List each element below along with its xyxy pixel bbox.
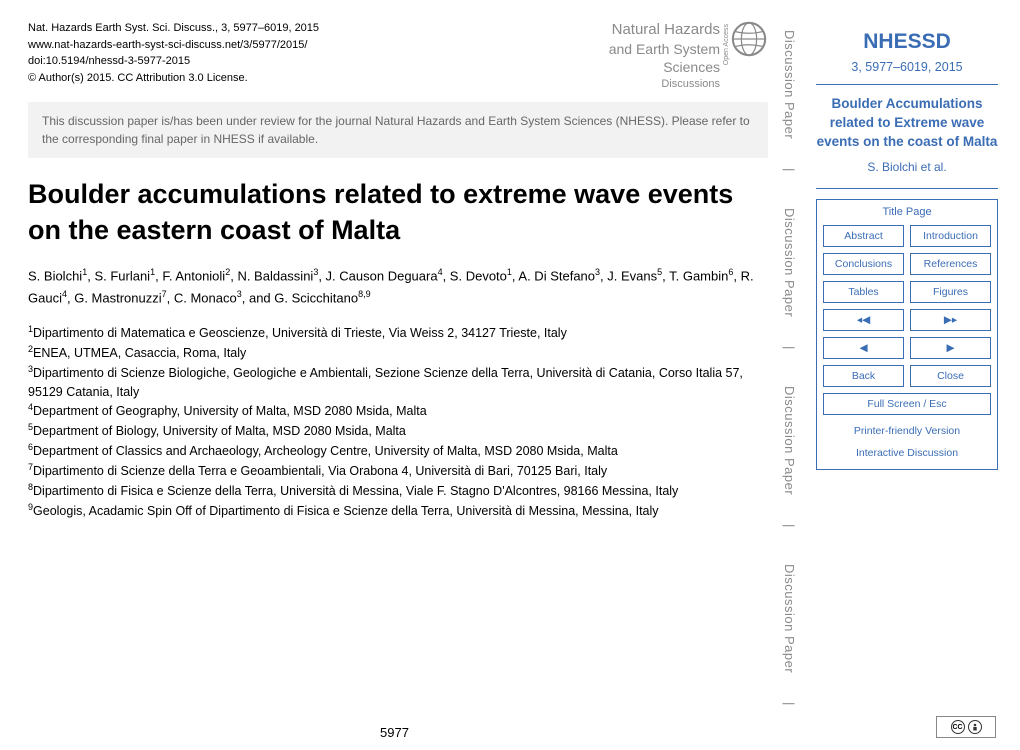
- discussions-label: Discussions: [609, 78, 720, 90]
- vertical-sep-4: |: [782, 702, 797, 705]
- open-access-label: Open Access: [723, 24, 730, 65]
- nav-box: Title Page Abstract Introduction Conclus…: [816, 199, 998, 470]
- sidebar-volume: 3, 5977–6019, 2015: [812, 60, 1002, 74]
- nav-back[interactable]: Back: [823, 365, 904, 387]
- affiliation-item: 4Department of Geography, University of …: [28, 401, 768, 421]
- journal-name-3: Sciences: [609, 58, 720, 76]
- vertical-label-4: Discussion Paper: [782, 564, 797, 673]
- nav-first-page[interactable]: ◂◀: [823, 309, 904, 331]
- affiliation-item: 9Geologis, Acadamic Spin Off of Dipartim…: [28, 501, 768, 521]
- author-list: S. Biolchi1, S. Furlani1, F. Antonioli2,…: [28, 265, 768, 309]
- nav-prev-page[interactable]: ◀: [823, 337, 904, 359]
- header-journal-block: Natural Hazards and Earth System Science…: [609, 20, 768, 90]
- doi-line: doi:10.5194/nhessd-3-5977-2015: [28, 53, 319, 70]
- globe-icon: [730, 20, 768, 58]
- url-line: www.nat-hazards-earth-syst-sci-discuss.n…: [28, 37, 319, 54]
- header-citation-block: Nat. Hazards Earth Syst. Sci. Discuss., …: [28, 20, 319, 90]
- nav-tables[interactable]: Tables: [823, 281, 904, 303]
- affiliation-item: 6Department of Classics and Archaeology,…: [28, 441, 768, 461]
- sidebar-divider-1: [816, 84, 998, 85]
- sidebar-divider-2: [816, 188, 998, 189]
- journal-name-1: Natural Hazards: [609, 20, 720, 40]
- copyright-line: © Author(s) 2015. CC Attribution 3.0 Lic…: [28, 70, 319, 87]
- nav-last-page[interactable]: ▶▸: [910, 309, 991, 331]
- nav-printer-friendly[interactable]: Printer-friendly Version: [823, 425, 991, 437]
- nav-conclusions[interactable]: Conclusions: [823, 253, 904, 275]
- journal-name-2: and Earth System: [609, 40, 720, 58]
- sidebar-paper-title: Boulder Accumulations related to Extreme…: [812, 95, 1002, 152]
- nav-title-page[interactable]: Title Page: [823, 206, 991, 218]
- sidebar-authors: S. Biolchi et al.: [812, 160, 1002, 174]
- nav-interactive-discussion[interactable]: Interactive Discussion: [823, 447, 991, 459]
- affiliation-item: 2ENEA, UTMEA, Casaccia, Roma, Italy: [28, 343, 768, 363]
- affiliations-list: 1Dipartimento di Matematica e Geoscienze…: [28, 323, 768, 521]
- vertical-sep-3: |: [782, 524, 797, 527]
- nav-references[interactable]: References: [910, 253, 991, 275]
- citation-line: Nat. Hazards Earth Syst. Sci. Discuss., …: [28, 20, 319, 37]
- header-row: Nat. Hazards Earth Syst. Sci. Discuss., …: [28, 20, 768, 90]
- affiliation-item: 5Department of Biology, University of Ma…: [28, 421, 768, 441]
- affiliation-item: 3Dipartimento di Scienze Biologiche, Geo…: [28, 363, 768, 402]
- cc-license-badge[interactable]: CC: [936, 716, 996, 738]
- vertical-label-3: Discussion Paper: [782, 386, 797, 495]
- nav-introduction[interactable]: Introduction: [910, 225, 991, 247]
- by-icon: [968, 720, 982, 734]
- cc-icon: CC: [951, 720, 965, 734]
- vertical-label-2: Discussion Paper: [782, 208, 797, 317]
- nav-close[interactable]: Close: [910, 365, 991, 387]
- page-number: 5977: [380, 725, 409, 740]
- affiliation-item: 8Dipartimento di Fisica e Scienze della …: [28, 481, 768, 501]
- nav-next-page[interactable]: ▶: [910, 337, 991, 359]
- vertical-label-1: Discussion Paper: [782, 30, 797, 139]
- affiliation-item: 7Dipartimento di Scienze della Terra e G…: [28, 461, 768, 481]
- affiliation-item: 1Dipartimento di Matematica e Geoscienze…: [28, 323, 768, 343]
- nav-fullscreen[interactable]: Full Screen / Esc: [823, 393, 991, 415]
- vertical-sep-2: |: [782, 346, 797, 349]
- nav-figures[interactable]: Figures: [910, 281, 991, 303]
- review-notice: This discussion paper is/has been under …: [28, 102, 768, 158]
- nav-abstract[interactable]: Abstract: [823, 225, 904, 247]
- sidebar: NHESSD 3, 5977–6019, 2015 Boulder Accumu…: [812, 30, 1002, 470]
- paper-title: Boulder accumulations related to extreme…: [28, 176, 768, 249]
- vertical-sep-1: |: [782, 168, 797, 171]
- sidebar-journal-abbrev[interactable]: NHESSD: [812, 30, 1002, 54]
